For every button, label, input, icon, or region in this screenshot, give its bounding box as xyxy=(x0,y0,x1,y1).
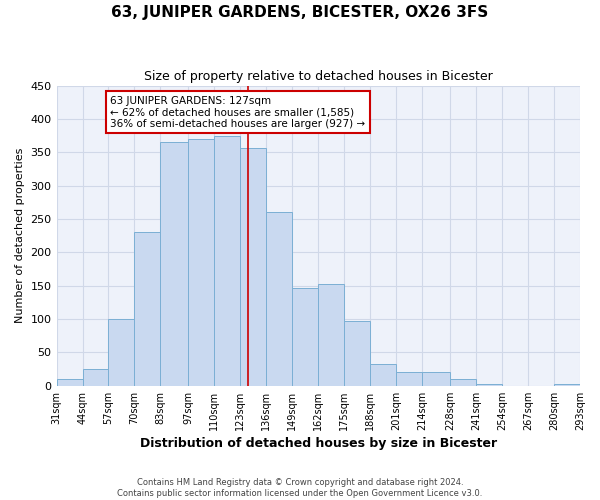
Bar xyxy=(554,384,580,386)
Bar xyxy=(214,136,241,386)
X-axis label: Distribution of detached houses by size in Bicester: Distribution of detached houses by size … xyxy=(140,437,497,450)
Bar xyxy=(241,148,266,386)
Bar xyxy=(56,379,83,386)
Bar xyxy=(422,372,450,386)
Bar xyxy=(476,384,502,386)
Title: Size of property relative to detached houses in Bicester: Size of property relative to detached ho… xyxy=(144,70,493,83)
Text: Contains HM Land Registry data © Crown copyright and database right 2024.
Contai: Contains HM Land Registry data © Crown c… xyxy=(118,478,482,498)
Bar xyxy=(188,139,214,386)
Y-axis label: Number of detached properties: Number of detached properties xyxy=(15,148,25,324)
Bar xyxy=(292,288,318,386)
Bar xyxy=(344,321,370,386)
Bar xyxy=(160,142,188,386)
Bar xyxy=(318,284,344,386)
Text: 63, JUNIPER GARDENS, BICESTER, OX26 3FS: 63, JUNIPER GARDENS, BICESTER, OX26 3FS xyxy=(112,5,488,20)
Text: 63 JUNIPER GARDENS: 127sqm
← 62% of detached houses are smaller (1,585)
36% of s: 63 JUNIPER GARDENS: 127sqm ← 62% of deta… xyxy=(110,96,365,129)
Bar xyxy=(83,369,109,386)
Bar xyxy=(396,372,422,386)
Bar xyxy=(109,319,134,386)
Bar xyxy=(266,212,292,386)
Bar xyxy=(134,232,160,386)
Bar xyxy=(370,364,396,386)
Bar xyxy=(450,379,476,386)
